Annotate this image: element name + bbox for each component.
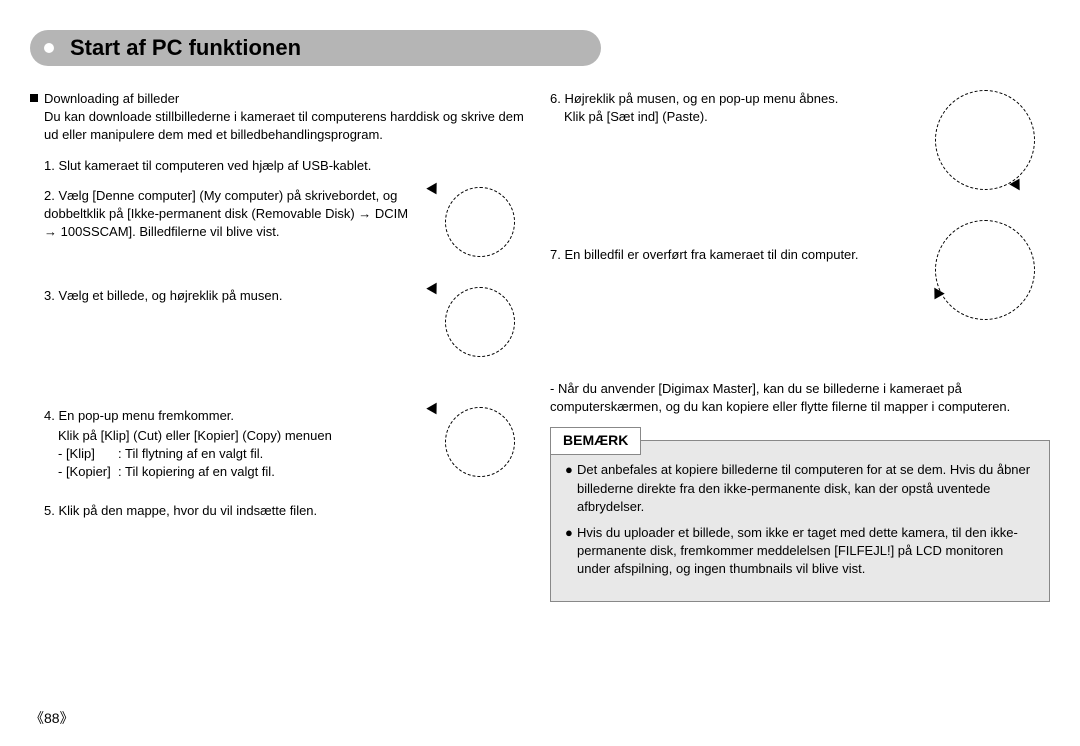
intro-block: Downloading af billeder Du kan downloade…: [30, 90, 530, 145]
intro-body: Du kan downloade stillbillederne i kamer…: [44, 109, 524, 142]
step-4-image-placeholder: [430, 407, 530, 477]
note-label: BEMÆRK: [550, 427, 641, 455]
dashed-circle-icon: [445, 187, 515, 257]
step-4-klip: - [Klip] : Til flytning af en valgt fil.: [58, 445, 420, 463]
step-4-kopier: - [Kopier] : Til kopiering af en valgt f…: [58, 463, 420, 481]
step-6-image-placeholder: [935, 90, 1035, 190]
title-dot-icon: [38, 37, 60, 59]
step-7: 7. En billedfil er overført fra kameraet…: [550, 246, 910, 264]
step-3: 3. Vælg et billede, og højreklik på muse…: [44, 287, 530, 357]
step-6: 6. Højreklik på musen, og en pop-up menu…: [550, 90, 910, 126]
step-3-image-placeholder: [430, 287, 530, 357]
title-dot-inner-icon: [44, 43, 54, 53]
bullet-icon: ●: [565, 524, 577, 579]
step-3-text: 3. Vælg et billede, og højreklik på muse…: [44, 287, 430, 305]
page-number: 《88》: [30, 708, 74, 728]
title-pill: Start af PC funktionen: [30, 30, 601, 66]
right-column: 6. Højreklik på musen, og en pop-up menu…: [550, 90, 1050, 602]
square-bullet-icon: [30, 94, 38, 102]
bullet-icon: ●: [565, 461, 577, 516]
dashed-circle-icon: [445, 287, 515, 357]
step-2-image-placeholder: [430, 187, 530, 257]
step-7-image-placeholder: [935, 220, 1035, 320]
step-2: 2. Vælg [Denne computer] (My computer) p…: [44, 187, 530, 257]
note-item-2: ● Hvis du uploader et billede, som ikke …: [565, 524, 1035, 579]
note-box: BEMÆRK ● Det anbefales at kopiere billed…: [550, 440, 1050, 601]
content-columns: Downloading af billeder Du kan downloade…: [30, 90, 1050, 602]
step-4: 4. En pop-up menu fremkommer. Klik på [K…: [44, 407, 530, 482]
right-image-column: [920, 90, 1050, 320]
left-column: Downloading af billeder Du kan downloade…: [30, 90, 530, 602]
arrow-icon: [1009, 176, 1024, 191]
step-4-text: 4. En pop-up menu fremkommer. Klik på [K…: [44, 407, 430, 482]
step-1: 1. Slut kameraet til computeren ved hjæl…: [44, 157, 530, 175]
manual-page: Start af PC funktionen Downloading af bi…: [0, 0, 1080, 746]
dashed-circle-large-icon: [935, 220, 1035, 320]
intro-text: Downloading af billeder Du kan downloade…: [44, 90, 530, 145]
tip-block: - Når du anvender [Digimax Master], kan …: [550, 380, 1050, 416]
step-6-7-block: 6. Højreklik på musen, og en pop-up menu…: [550, 90, 1050, 320]
note-item-1: ● Det anbefales at kopiere billederne ti…: [565, 461, 1035, 516]
intro-title: Downloading af billeder: [44, 90, 530, 108]
step-5: 5. Klik på den mappe, hvor du vil indsæt…: [44, 502, 530, 520]
step-2-text: 2. Vælg [Denne computer] (My computer) p…: [44, 187, 430, 242]
step-1-text: 1. Slut kameraet til computeren ved hjæl…: [44, 158, 371, 173]
page-title: Start af PC funktionen: [70, 35, 301, 61]
title-bar: Start af PC funktionen: [30, 30, 1050, 70]
dashed-circle-icon: [445, 407, 515, 477]
dashed-circle-large-icon: [935, 90, 1035, 190]
